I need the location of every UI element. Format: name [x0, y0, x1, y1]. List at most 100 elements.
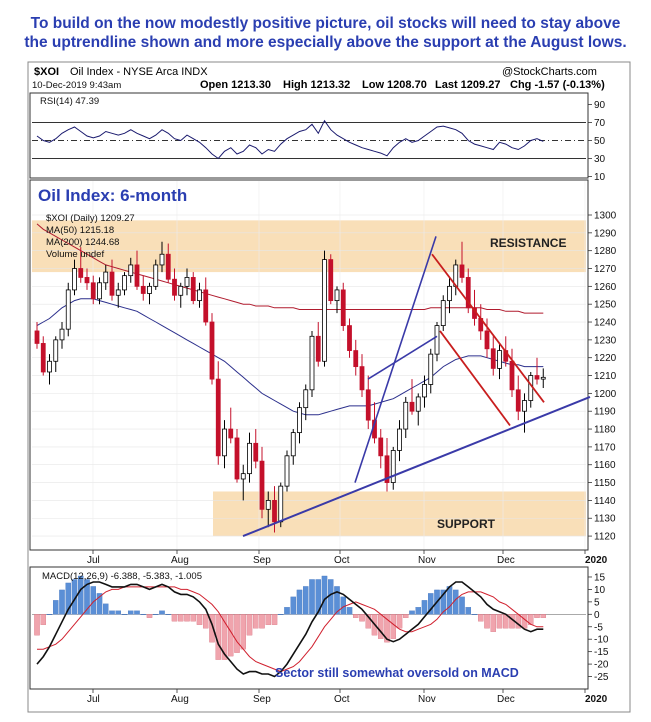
- macd-histogram-bar: [171, 614, 178, 622]
- candle-body: [534, 375, 540, 380]
- price-tick-label: 1180: [594, 425, 616, 436]
- macd-histogram-bar: [309, 579, 315, 615]
- chart-source: @StockCharts.com: [502, 66, 597, 78]
- month-label: Oct: [334, 694, 350, 705]
- support-zone: [213, 491, 586, 537]
- rsi-tick-label: 90: [594, 100, 606, 111]
- legend-ma200: MA(200) 1244.68: [46, 237, 119, 248]
- candle-body: [140, 285, 146, 294]
- macd-histogram-bar: [252, 614, 259, 629]
- candle-body: [422, 384, 427, 398]
- candle-body: [434, 325, 440, 355]
- price-tick-label: 1280: [594, 246, 617, 257]
- macd-histogram-bar: [534, 614, 540, 618]
- macd-histogram-bar: [84, 579, 90, 615]
- quote-last: Last 1209.27: [435, 79, 500, 91]
- price-tick-label: 1250: [594, 300, 617, 311]
- candle-body: [253, 442, 259, 462]
- candle-body: [390, 450, 396, 483]
- macd-histogram-bar: [284, 607, 290, 615]
- candle-body: [347, 325, 352, 351]
- macd-histogram-bar: [177, 614, 184, 622]
- macd-histogram-bar: [34, 614, 40, 636]
- rally-channel-upper: [354, 236, 437, 483]
- chart-title: Oil Index - NYSE Arca INDX: [70, 66, 208, 78]
- macd-histogram-bar: [109, 610, 115, 615]
- macd-tick-label: -15: [594, 647, 609, 658]
- candle-body: [247, 442, 252, 475]
- quote-chg: Chg -1.57 (-0.13%): [510, 79, 605, 91]
- candle-body: [272, 500, 277, 523]
- candle-body: [53, 339, 59, 362]
- macd-histogram-bar: [271, 614, 278, 625]
- quote-open: Open 1213.30: [200, 79, 271, 91]
- macd-histogram-bar: [296, 589, 303, 615]
- macd-histogram-bar: [265, 614, 271, 625]
- candle-body: [165, 253, 171, 280]
- candle-body: [259, 460, 265, 510]
- rsi-line: [36, 119, 544, 160]
- macd-histogram-bar: [165, 614, 171, 615]
- macd-tick-label: 5: [594, 597, 600, 608]
- month-axis-price: Jul Aug Sep Oct Nov Dec 2020: [87, 550, 608, 566]
- macd-histogram-bar: [152, 614, 159, 615]
- price-tick-label: 1220: [594, 353, 617, 364]
- candle-body: [128, 264, 134, 277]
- uptrend-line: [242, 396, 591, 538]
- candle-body: [153, 264, 159, 287]
- chart-symbol: $XOI: [34, 66, 59, 78]
- price-tick-label: 1230: [594, 335, 617, 346]
- rally-channel-lower: [367, 335, 438, 380]
- candle-body: [290, 432, 296, 457]
- headline-line-1: To build on the now modestly positive pi…: [30, 15, 621, 32]
- candle-body: [322, 259, 327, 362]
- macd-histogram-bar: [440, 589, 446, 615]
- macd-histogram-bar: [53, 600, 59, 615]
- candle-body: [59, 328, 65, 341]
- candle-body: [209, 321, 215, 380]
- candle-body: [384, 455, 390, 483]
- macd-histogram-bar: [346, 607, 353, 615]
- month-label: Dec: [497, 694, 515, 705]
- macd-histogram-bar: [409, 610, 415, 615]
- month-label: Sep: [253, 694, 271, 705]
- macd-histogram-bar: [259, 614, 265, 629]
- candle-body: [403, 401, 409, 430]
- macd-histogram-bar: [302, 586, 309, 615]
- candle-body: [72, 268, 77, 291]
- price-tick-label: 1170: [594, 442, 616, 453]
- macd-tick-label: 0: [594, 610, 600, 621]
- macd-histogram-bar: [277, 614, 284, 615]
- macd-histogram-bar: [115, 610, 122, 615]
- price-tick-label: 1200: [594, 389, 617, 400]
- rsi-tick-label: 10: [594, 172, 606, 183]
- macd-histogram-bar: [427, 593, 434, 615]
- candle-body: [122, 275, 127, 291]
- candle-body: [228, 428, 234, 439]
- macd-histogram-bar: [65, 582, 72, 615]
- candle-body: [334, 289, 340, 302]
- macd-tick-label: -5: [594, 622, 603, 633]
- candle-body: [415, 396, 421, 412]
- macd-histogram-bar: [477, 614, 484, 622]
- candle-body: [234, 437, 240, 480]
- rsi-axis: 10 30 50 70 90: [588, 100, 606, 183]
- macd-histogram-bar: [78, 575, 84, 615]
- candle-body: [65, 289, 71, 330]
- macd-histogram-bar: [471, 614, 478, 615]
- candle-body: [115, 289, 121, 296]
- macd-histogram-bar: [390, 614, 396, 639]
- candle-body: [428, 353, 434, 385]
- month-label: Nov: [418, 694, 436, 705]
- macd-histogram-bar: [184, 614, 190, 622]
- month-label: Aug: [171, 694, 189, 705]
- trend-lines: [242, 236, 591, 538]
- macd-histogram-bar: [490, 614, 496, 632]
- candle-body: [340, 289, 346, 326]
- legend-volume: Volume undef: [46, 249, 104, 260]
- macd-line: [36, 581, 544, 678]
- macd-histogram-bar: [71, 579, 78, 615]
- candle-body: [353, 350, 359, 368]
- candle-body: [509, 360, 515, 391]
- macd-histogram-bar: [234, 614, 240, 653]
